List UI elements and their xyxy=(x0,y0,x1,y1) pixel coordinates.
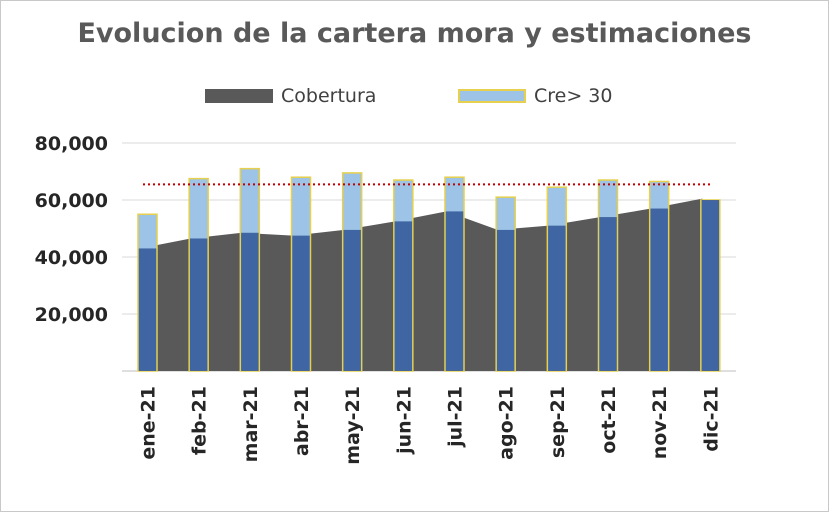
y-tick-label: 20,000 xyxy=(35,304,108,326)
cre30-bar-overlap xyxy=(292,235,310,371)
cre30-bar-overlap xyxy=(496,229,515,371)
x-tick-label: jul-21 xyxy=(445,386,467,448)
y-tick-label: 80,000 xyxy=(35,133,108,155)
cre30-bar-overlap xyxy=(599,217,617,371)
x-tick-label: abr-21 xyxy=(291,386,313,456)
cre30-bar xyxy=(495,196,516,372)
cre30-bar-overlap xyxy=(701,200,720,371)
cre30-bar xyxy=(239,167,261,372)
cre30-bar xyxy=(444,176,465,372)
y-tick-label: 40,000 xyxy=(35,247,108,269)
legend-item-cre30: Cre> 30 xyxy=(458,84,613,108)
legend-swatch-cre30 xyxy=(458,89,526,103)
cre30-bar xyxy=(341,172,363,372)
x-tick-label: sep-21 xyxy=(547,386,569,458)
legend-label-cobertura: Cobertura xyxy=(281,85,377,107)
x-tick-label: feb-21 xyxy=(189,386,211,455)
y-tick-label: 60,000 xyxy=(35,190,108,212)
chart-legend: Cobertura Cre> 30 xyxy=(0,84,829,108)
x-tick-label: dic-21 xyxy=(700,386,722,452)
cre30-bar xyxy=(546,186,568,372)
x-tick-label: nov-21 xyxy=(649,386,671,459)
cre30-bar xyxy=(188,177,209,372)
x-tick-label: jun-21 xyxy=(393,386,415,455)
x-tick-label: mar-21 xyxy=(240,386,262,462)
cre30-bar xyxy=(700,199,721,372)
cre30-bar-overlap xyxy=(343,229,361,371)
cre30-bar-layer xyxy=(137,167,721,372)
legend-item-cobertura: Cobertura xyxy=(205,84,376,108)
cre30-bar-overlap xyxy=(650,208,668,371)
cre30-bar-overlap xyxy=(189,238,208,371)
x-tick-label: ene-21 xyxy=(138,386,160,460)
cre30-bar xyxy=(597,179,619,372)
x-tick-label: ago-21 xyxy=(496,386,518,460)
y-axis-ticks: 20,000 40,000 60,000 80,000 xyxy=(35,133,108,326)
x-tick-label: oct-21 xyxy=(598,386,620,454)
x-axis-ticks: ene-21 feb-21 mar-21 abr-21 may-21 jun-21 jul-… xyxy=(138,386,723,465)
legend-swatch-cobertura xyxy=(205,89,273,103)
cre30-bar xyxy=(648,180,670,372)
cre30-bar xyxy=(393,179,414,372)
x-tick-label: may-21 xyxy=(342,386,364,465)
cre30-bar-overlap xyxy=(394,221,413,371)
chart-title: Evolucion de la cartera mora y estimacio… xyxy=(77,18,752,49)
cre30-bar-overlap xyxy=(445,211,464,371)
cre30-bar xyxy=(137,213,158,372)
legend-label-cre30: Cre> 30 xyxy=(534,85,613,107)
cre30-bar-overlap xyxy=(548,225,566,371)
cre30-bar xyxy=(290,176,312,372)
cre30-bar-overlap xyxy=(241,232,259,371)
cre30-bar-overlap xyxy=(138,248,157,371)
